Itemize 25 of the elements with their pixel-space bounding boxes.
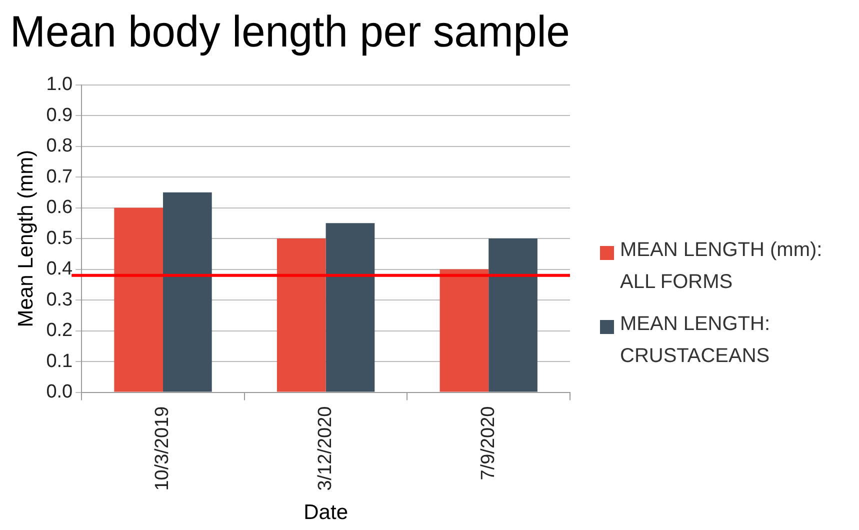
y-tick-label: 0.5 xyxy=(46,228,73,249)
y-tick-label: 0.0 xyxy=(46,382,73,403)
x-axis-title: Date xyxy=(304,501,348,524)
y-tick-label: 1.0 xyxy=(46,74,73,96)
chart-title: Mean body length per sample xyxy=(10,8,570,57)
x-tick-label: 7/9/2020 xyxy=(478,406,499,480)
y-tick-label: 0.1 xyxy=(46,350,73,372)
bar xyxy=(326,223,375,392)
y-tick-label: 0.2 xyxy=(46,320,73,342)
y-tick-label: 0.4 xyxy=(46,258,74,280)
bar xyxy=(163,192,212,392)
bar xyxy=(488,238,538,392)
bar xyxy=(440,269,489,392)
legend-label: MEAN LENGTH: CRUSTACEANS xyxy=(620,312,772,369)
y-axis-title: Mean Length (mm) xyxy=(14,150,38,328)
legend-label: MEAN LENGTH (mm): ALL FORMS xyxy=(620,238,824,295)
y-tick-label: 0.7 xyxy=(46,166,73,188)
y-tick-label: 0.9 xyxy=(46,104,73,126)
y-tick-label: 0.3 xyxy=(46,289,73,310)
x-tick-label: 3/12/2020 xyxy=(315,406,336,491)
y-tick-label: 0.6 xyxy=(46,197,73,218)
y-tick-label: 0.8 xyxy=(46,136,73,157)
x-tick-label: 10/3/2019 xyxy=(152,406,174,491)
bar xyxy=(276,238,326,392)
bar xyxy=(114,208,164,392)
